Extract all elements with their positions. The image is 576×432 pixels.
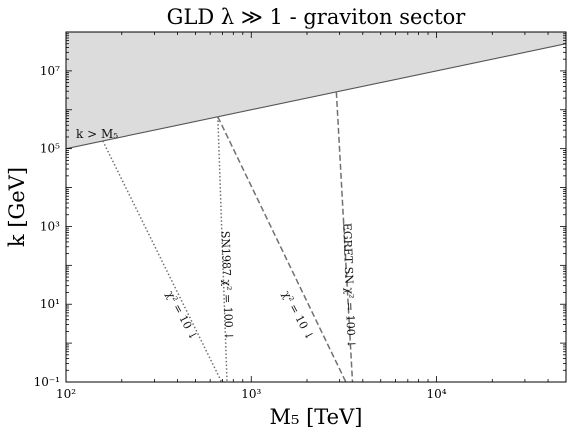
series-layer <box>102 91 354 382</box>
plot-frame <box>65 31 567 383</box>
y-tick-label-0: 10⁻¹ <box>34 375 60 389</box>
excluded-region-boundary <box>66 43 566 150</box>
excluded-region <box>66 32 566 149</box>
y-tick-label-3: 10⁵ <box>40 142 60 156</box>
excluded-region-label: k > M₅ <box>76 127 118 141</box>
chart-title: GLD λ ≫ 1 - graviton sector <box>167 5 467 29</box>
x-tick-label-0: 10² <box>56 387 76 401</box>
x-tick-label-2: 10⁴ <box>426 387 446 401</box>
annotation-label-2: χ² = 10 ↓ <box>280 289 317 343</box>
y-tick-label-4: 10⁷ <box>40 64 60 78</box>
series-line-2 <box>217 116 347 382</box>
axes-layer <box>65 31 567 383</box>
y-tick-label-2: 10³ <box>40 219 60 233</box>
region-layer <box>66 32 566 150</box>
text-layer: 10² 10³ 10⁴ 10⁻¹ 10¹ 10³ 10⁵ 10⁷ GLD λ ≫ 1 - gra… <box>5 5 466 429</box>
annotation-layer: χ² = 10 ↓ SN1987 χ² = 100 ↓ χ² = 10 ↓ EGRET… <box>76 127 358 349</box>
x-axis-label: M₅ [TeV] <box>270 405 363 429</box>
annotation-label-1: SN1987 χ² = 100 ↓ <box>219 231 236 341</box>
annotation-label-3: EGRET SN χ² = 100 ↓ <box>340 223 357 349</box>
series-line-3 <box>335 91 354 382</box>
annotation-label-0: χ² = 10 ↓ <box>163 289 200 343</box>
series-line-0 <box>102 140 223 382</box>
x-tick-label-1: 10³ <box>241 387 261 401</box>
y-axis-label: k [GeV] <box>5 167 29 247</box>
y-tick-label-1: 10¹ <box>40 297 60 311</box>
